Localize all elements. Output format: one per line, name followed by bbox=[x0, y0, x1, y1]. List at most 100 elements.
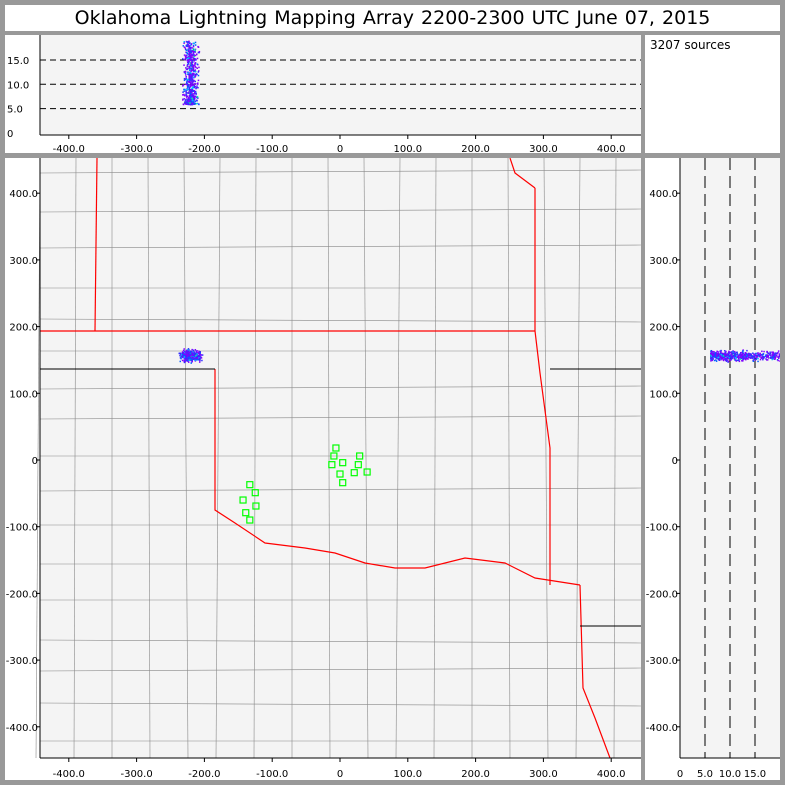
lightning-source bbox=[772, 357, 774, 360]
lightning-source bbox=[195, 359, 198, 361]
y-tick-label: 200.0 bbox=[649, 323, 678, 334]
lightning-source bbox=[776, 356, 779, 358]
county-line bbox=[253, 157, 257, 759]
lightning-source bbox=[193, 64, 195, 67]
lightning-source bbox=[727, 354, 730, 356]
lightning-source bbox=[742, 352, 744, 355]
lightning-source bbox=[186, 100, 188, 103]
lightning-source bbox=[735, 353, 738, 356]
lightning-source bbox=[195, 53, 198, 56]
lightning-source bbox=[195, 87, 197, 90]
lightning-source bbox=[192, 54, 194, 57]
lightning-source bbox=[190, 51, 192, 53]
lightning-source bbox=[198, 70, 200, 72]
lightning-source bbox=[186, 80, 189, 82]
lightning-source bbox=[728, 356, 730, 359]
lightning-source bbox=[182, 58, 184, 60]
lightning-source bbox=[757, 352, 759, 355]
lightning-source bbox=[770, 357, 772, 359]
lightning-source bbox=[742, 353, 744, 356]
lightning-source bbox=[198, 66, 200, 69]
lightning-source bbox=[187, 361, 190, 363]
lightning-source bbox=[183, 77, 186, 80]
altitude-tick-label: 10.0 bbox=[7, 80, 29, 91]
lightning-source bbox=[765, 354, 767, 356]
lightning-source bbox=[193, 67, 195, 69]
missouri-border bbox=[509, 157, 536, 189]
lightning-source bbox=[184, 78, 187, 81]
lightning-source bbox=[187, 61, 189, 63]
lightning-source bbox=[192, 65, 194, 68]
lightning-source bbox=[184, 48, 187, 51]
lightning-source bbox=[190, 49, 192, 51]
lightning-source bbox=[750, 356, 752, 359]
lightning-source bbox=[193, 351, 195, 353]
county-line bbox=[39, 318, 642, 323]
lightning-source bbox=[742, 350, 744, 352]
oklahoma-east-border bbox=[534, 188, 551, 585]
lightning-source bbox=[711, 355, 714, 357]
lightning-source bbox=[186, 65, 188, 67]
lightning-source bbox=[746, 357, 748, 360]
lightning-source bbox=[188, 55, 190, 57]
y-tick-label: -200.0 bbox=[646, 589, 678, 600]
lightning-source bbox=[736, 353, 739, 355]
lightning-source bbox=[191, 53, 194, 56]
lightning-source bbox=[760, 357, 762, 359]
lightning-source bbox=[185, 40, 188, 43]
lightning-source bbox=[183, 94, 186, 96]
lightning-source bbox=[192, 350, 195, 352]
lightning-source bbox=[736, 356, 738, 359]
lightning-source bbox=[778, 357, 780, 359]
lightning-source bbox=[196, 95, 199, 98]
county-line bbox=[73, 157, 77, 759]
lightning-source bbox=[180, 352, 182, 355]
lightning-source bbox=[194, 70, 196, 72]
lightning-source bbox=[193, 103, 195, 105]
lightning-source bbox=[755, 358, 758, 360]
lightning-source bbox=[195, 83, 197, 85]
lightning-source bbox=[743, 354, 746, 357]
lightning-source bbox=[738, 360, 741, 363]
lightning-source bbox=[189, 353, 191, 356]
lightning-source bbox=[185, 90, 187, 93]
lightning-source bbox=[198, 358, 200, 360]
lightning-source bbox=[189, 85, 192, 87]
lightning-source bbox=[187, 353, 190, 355]
lightning-source bbox=[765, 359, 768, 361]
lightning-source bbox=[195, 73, 198, 75]
lightning-source bbox=[190, 62, 193, 65]
lightning-source bbox=[710, 360, 712, 362]
lightning-source bbox=[191, 67, 193, 70]
lightning-source bbox=[197, 83, 199, 85]
lightning-source bbox=[730, 358, 733, 360]
lightning-source bbox=[190, 358, 193, 360]
lightning-source bbox=[189, 354, 191, 357]
lightning-source bbox=[776, 359, 779, 361]
lma-station bbox=[251, 489, 259, 497]
lightning-source bbox=[191, 59, 194, 62]
lightning-source bbox=[193, 100, 195, 102]
lightning-source bbox=[194, 71, 197, 73]
lightning-source bbox=[179, 353, 182, 356]
lightning-source bbox=[182, 91, 184, 93]
x-tick-label: -100.0 bbox=[256, 144, 288, 153]
lightning-source bbox=[759, 355, 761, 358]
lightning-source bbox=[718, 353, 720, 356]
lightning-source bbox=[742, 349, 744, 351]
lightning-source bbox=[192, 354, 194, 356]
lightning-source bbox=[185, 56, 187, 59]
lightning-source bbox=[185, 103, 188, 105]
county-line bbox=[39, 702, 642, 707]
lightning-source bbox=[187, 97, 190, 100]
lightning-source bbox=[193, 356, 195, 359]
lightning-source bbox=[195, 103, 197, 105]
lightning-source bbox=[721, 353, 724, 356]
lightning-source bbox=[189, 44, 191, 47]
lightning-source bbox=[188, 50, 190, 52]
lightning-source bbox=[725, 350, 727, 353]
lightning-source bbox=[182, 353, 184, 356]
lightning-source bbox=[195, 58, 197, 61]
lightning-source bbox=[734, 357, 737, 359]
lightning-source bbox=[191, 54, 193, 57]
